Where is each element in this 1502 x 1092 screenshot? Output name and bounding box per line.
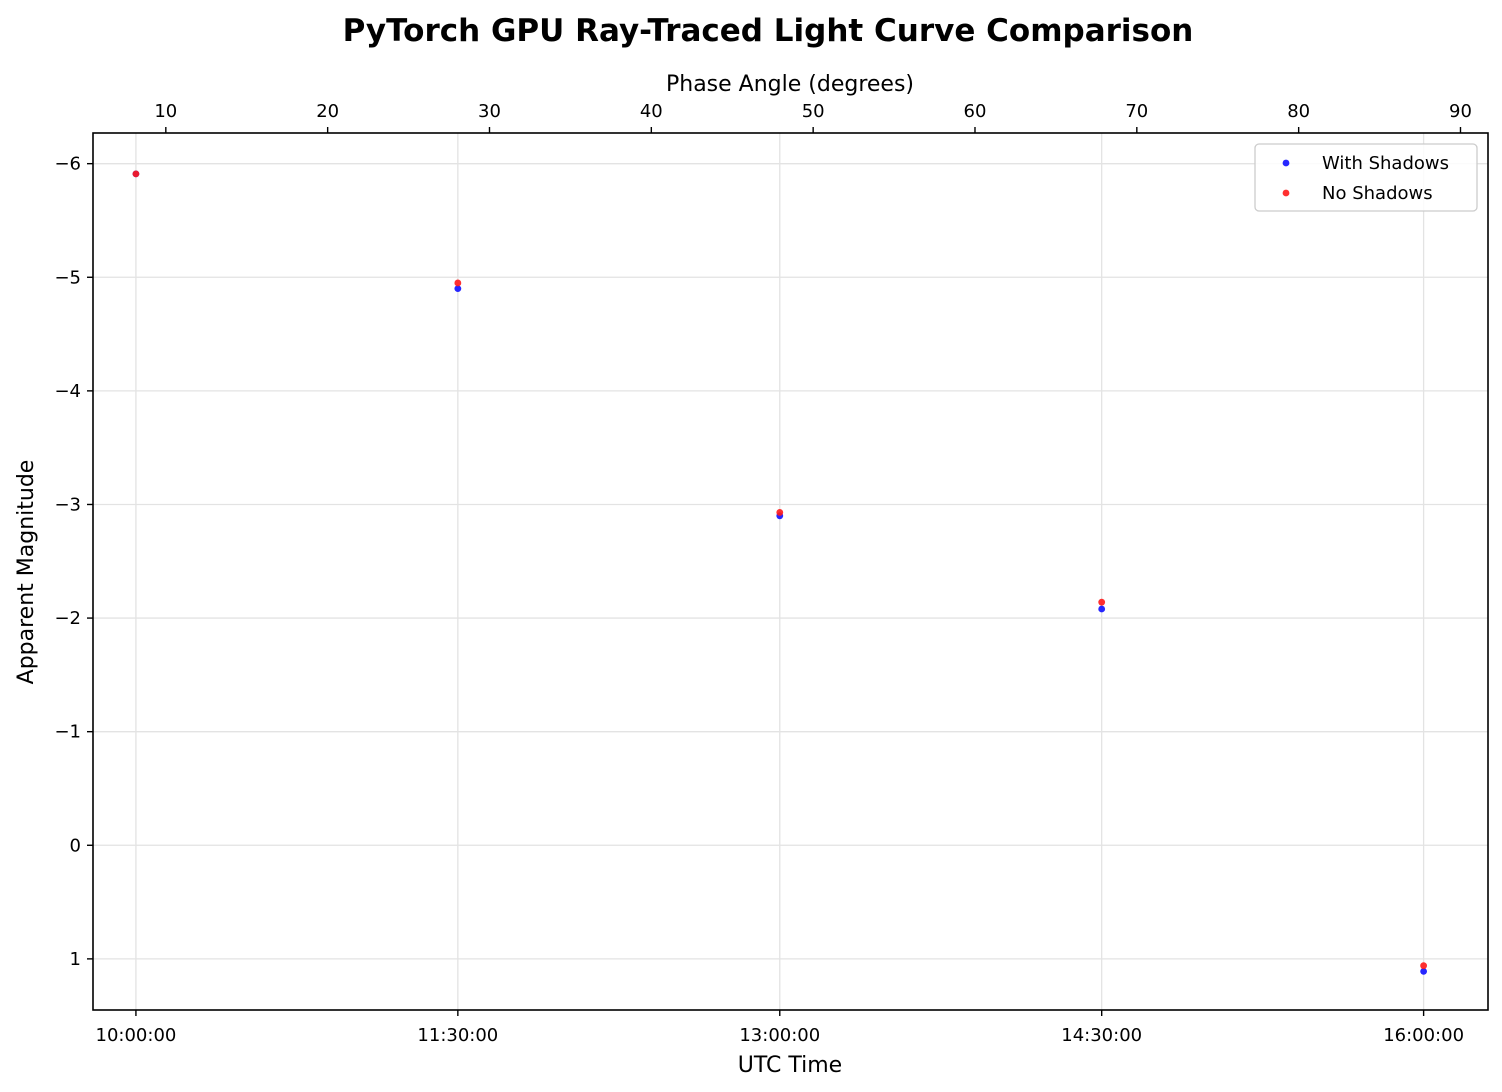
- chart-title: PyTorch GPU Ray-Traced Light Curve Compa…: [343, 13, 1194, 49]
- y-tick-label: −1: [54, 722, 81, 743]
- legend-label-with-shadows: With Shadows: [1322, 153, 1449, 174]
- legend-marker-with-shadows: [1282, 159, 1290, 167]
- secondary-x-tick-label: 70: [1125, 101, 1148, 122]
- y-tick-label: −6: [54, 154, 81, 175]
- secondary-x-tick-label: 50: [802, 101, 825, 122]
- y-tick-label: 0: [70, 835, 81, 856]
- y-tick-label: 1: [70, 949, 81, 970]
- data-point-no-shadows: [776, 509, 784, 516]
- y-tick-label: −4: [54, 381, 81, 402]
- secondary-x-tick-label: 60: [964, 101, 987, 122]
- x-tick-label: 16:00:00: [1383, 1025, 1464, 1046]
- data-point-with-shadows: [1420, 967, 1428, 975]
- legend: With Shadows No Shadows: [1254, 143, 1478, 212]
- x-tick-label: 11:30:00: [417, 1025, 498, 1046]
- secondary-x-tick-label: 40: [640, 101, 663, 122]
- legend-box: [1254, 143, 1478, 212]
- secondary-x-tick-label: 20: [316, 101, 339, 122]
- data-point-no-shadows: [1420, 962, 1428, 970]
- data-points: [132, 170, 1428, 975]
- x-tick-label: 10:00:00: [96, 1025, 177, 1046]
- y-tick-label: −3: [54, 494, 81, 515]
- y-axis-label: Apparent Magnitude: [14, 460, 39, 685]
- secondary-x-tick-label: 80: [1287, 101, 1310, 122]
- gridlines: [93, 133, 1488, 1010]
- data-point-with-shadows: [454, 285, 462, 293]
- secondary-x-tick-label: 10: [154, 101, 177, 122]
- data-point-with-shadows: [1098, 605, 1106, 613]
- secondary-x-tick-label: 30: [478, 101, 501, 122]
- x-axis-label: UTC Time: [738, 1053, 842, 1078]
- axis-ticks: 10:00:00 11:30:00 13:00:00 14:30:00 16:00:00…: [54, 101, 1471, 1046]
- legend-marker-no-shadows: [1282, 189, 1290, 197]
- x-tick-label: 14:30:00: [1061, 1025, 1142, 1046]
- legend-label-no-shadows: No Shadows: [1322, 183, 1433, 204]
- data-point-no-shadows: [1098, 598, 1106, 606]
- data-point-no-shadows: [132, 170, 140, 178]
- secondary-x-tick-label: 90: [1449, 101, 1472, 122]
- x-tick-label: 13:00:00: [739, 1025, 820, 1046]
- plot-area-frame: [92, 132, 1489, 1011]
- secondary-x-axis-label: Phase Angle (degrees): [666, 72, 914, 97]
- data-point-no-shadows: [454, 279, 462, 287]
- y-tick-label: −5: [54, 267, 81, 288]
- y-tick-label: −2: [54, 608, 81, 629]
